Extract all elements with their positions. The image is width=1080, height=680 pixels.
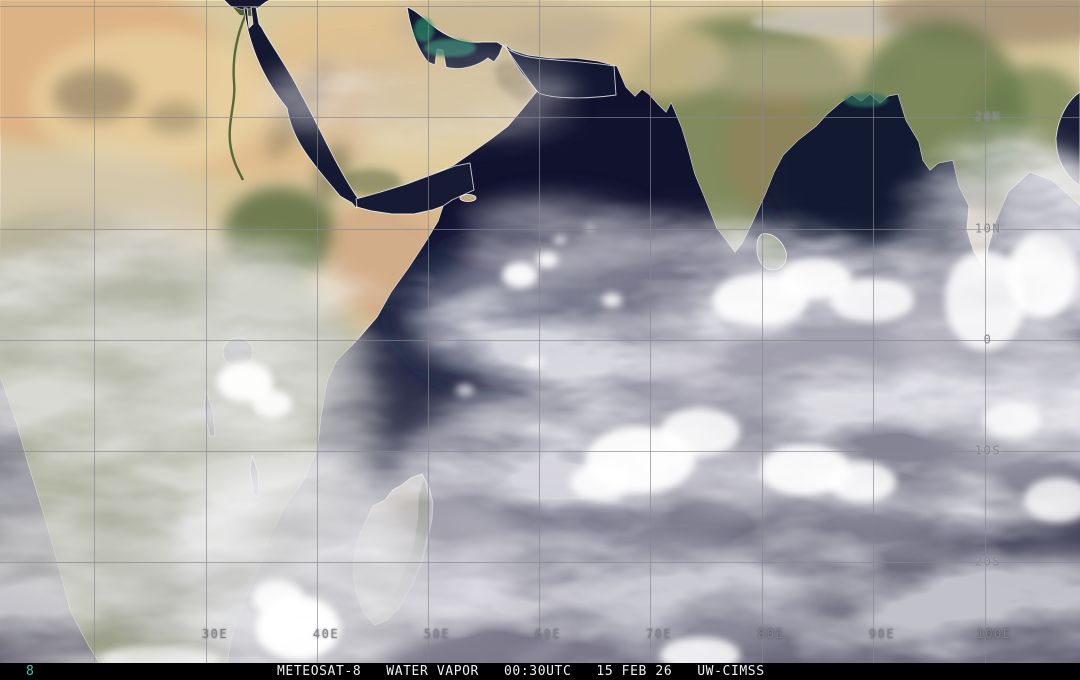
footer-status-bar: 8 METEOSAT-8 WATER VAPOR 00:30UTC 15 FEB 26… — [0, 663, 1080, 680]
footer-field: 15 FEB 26 — [596, 664, 673, 679]
footer-field: UW-CIMSS — [697, 664, 765, 679]
footer-field: METEOSAT-8 — [277, 664, 362, 679]
satellite-map — [0, 0, 1080, 663]
cloud-bright-cores — [100, 225, 1080, 663]
cloud-streaks — [34, 175, 1075, 663]
cloud-texture — [0, 0, 1080, 663]
footer-field: 00:30UTC — [503, 664, 572, 679]
footer-annotation: METEOSAT-8 WATER VAPOR 00:30UTC 15 FEB 26 UW… — [277, 663, 765, 680]
footer-field: WATER VAPOR — [386, 664, 479, 679]
channel-badge: 8 — [26, 664, 34, 679]
